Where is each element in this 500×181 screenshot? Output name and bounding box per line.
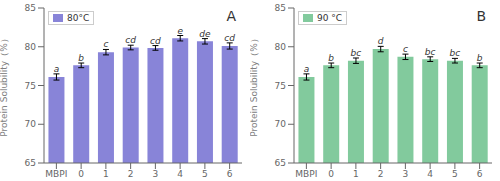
svg-text:MBPI: MBPI <box>45 169 67 179</box>
svg-text:3: 3 <box>403 169 409 179</box>
svg-text:5: 5 <box>202 169 208 179</box>
svg-text:cd: cd <box>224 33 235 43</box>
html-text:B: B <box>476 8 486 24</box>
svg-text:0: 0 <box>328 169 334 179</box>
svg-text:de: de <box>199 29 211 39</box>
svg-text:cd: cd <box>150 36 161 46</box>
svg-text:65: 65 <box>25 158 36 168</box>
svg-text:bc: bc <box>450 48 461 58</box>
svg-text:75: 75 <box>275 81 286 91</box>
svg-text:b: b <box>477 53 483 63</box>
svg-text:d: d <box>378 36 384 46</box>
svg-text:0: 0 <box>78 169 84 179</box>
svg-text:a: a <box>304 64 310 74</box>
svg-text:b: b <box>328 53 334 63</box>
svg-text:6: 6 <box>227 169 233 179</box>
svg-text:cd: cd <box>125 35 136 45</box>
svg-text:85: 85 <box>25 3 36 13</box>
svg-text:bc: bc <box>351 48 362 58</box>
svg-text:3: 3 <box>153 169 159 179</box>
svg-text:MBPI: MBPI <box>295 169 317 179</box>
svg-text:6: 6 <box>477 169 483 179</box>
svg-text:c: c <box>103 39 108 49</box>
svg-text:1: 1 <box>103 169 109 179</box>
svg-text:b: b <box>78 53 84 63</box>
svg-text:Protein Solubility（%）: Protein Solubility（%） <box>8 34 9 136</box>
svg-text:e: e <box>177 26 183 36</box>
html-text:A: A <box>226 8 236 24</box>
svg-text:80: 80 <box>275 42 287 52</box>
svg-text:65: 65 <box>275 158 286 168</box>
html-text:90 °C: 90 °C <box>317 13 343 23</box>
svg-text:1: 1 <box>353 169 359 179</box>
svg-text:2: 2 <box>128 169 134 179</box>
svg-text:75: 75 <box>25 81 36 91</box>
svg-text:70: 70 <box>25 119 37 129</box>
svg-text:85: 85 <box>275 3 286 13</box>
svg-text:a: a <box>54 64 60 74</box>
svg-text:4: 4 <box>427 169 433 179</box>
svg-text:c: c <box>403 44 408 54</box>
svg-text:4: 4 <box>177 169 183 179</box>
svg-text:2: 2 <box>378 169 384 179</box>
svg-text:80: 80 <box>25 42 37 52</box>
svg-text:bc: bc <box>425 47 436 57</box>
svg-text:70: 70 <box>275 119 287 129</box>
html-text:80°C: 80°C <box>67 13 90 23</box>
svg-text:5: 5 <box>452 169 458 179</box>
svg-text:Protein Solubility（%）: Protein Solubility（%） <box>250 34 259 136</box>
